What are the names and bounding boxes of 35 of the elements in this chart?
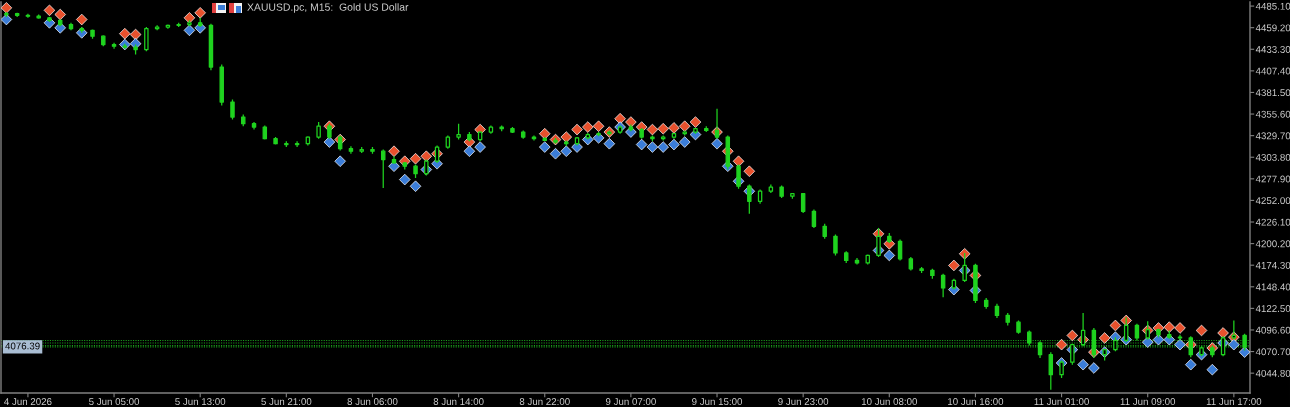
x-tick-label: 11 Jun 09:00 xyxy=(1120,398,1176,405)
x-tick-label: 8 Jun 06:00 xyxy=(347,398,398,405)
y-tick-label: 4381.50 xyxy=(1255,89,1290,97)
y-tick-label: 4174.30 xyxy=(1255,261,1290,269)
y-tick-label: 4433.30 xyxy=(1255,46,1290,53)
y-tick-label: 4200.20 xyxy=(1255,240,1290,248)
x-tick-label: 5 Jun 13:00 xyxy=(175,398,226,405)
y-tick-label: 4277.90 xyxy=(1255,175,1290,183)
x-tick-label: 9 Jun 23:00 xyxy=(778,398,829,405)
chart-title: XAUUSD.pc, M15: Gold US Dollar xyxy=(247,3,409,13)
x-tick-label: 10 Jun 08:00 xyxy=(861,398,918,405)
y-tick-label: 4303.80 xyxy=(1255,153,1290,161)
y-tick-label: 4485.10 xyxy=(1255,2,1290,10)
ref-line-label: 4076.39 xyxy=(5,342,40,350)
y-tick-label: 4355.60 xyxy=(1255,110,1290,118)
x-tick-label: 10 Jun 16:00 xyxy=(948,398,1004,405)
x-tick-label: 5 Jun 21:00 xyxy=(261,398,312,405)
x-tick-label: 4 Jun 2026 xyxy=(4,398,52,405)
x-tick-label: 8 Jun 22:00 xyxy=(519,398,570,405)
y-tick-label: 4096.60 xyxy=(1255,326,1290,334)
x-tick-label: 9 Jun 07:00 xyxy=(605,398,656,405)
y-tick-label: 4407.40 xyxy=(1255,67,1290,75)
y-tick-label: 4122.50 xyxy=(1255,305,1290,312)
x-tick-label: 11 Jun 17:00 xyxy=(1206,398,1262,405)
x-tick-label: 5 Jun 05:00 xyxy=(89,398,140,405)
x-tick-label: 11 Jun 01:00 xyxy=(1034,398,1089,405)
y-tick-label: 4459.20 xyxy=(1255,24,1290,32)
x-tick-label: 9 Jun 15:00 xyxy=(692,398,743,405)
x-tick-label: 8 Jun 14:00 xyxy=(433,398,484,405)
y-tick-label: 4044.80 xyxy=(1255,369,1290,377)
y-tick-label: 4070.70 xyxy=(1255,348,1290,356)
y-tick-label: 4148.40 xyxy=(1255,283,1290,291)
y-tick-label: 4329.70 xyxy=(1255,132,1290,140)
y-tick-label: 4226.10 xyxy=(1255,218,1290,226)
y-tick-label: 4252.00 xyxy=(1255,197,1290,205)
